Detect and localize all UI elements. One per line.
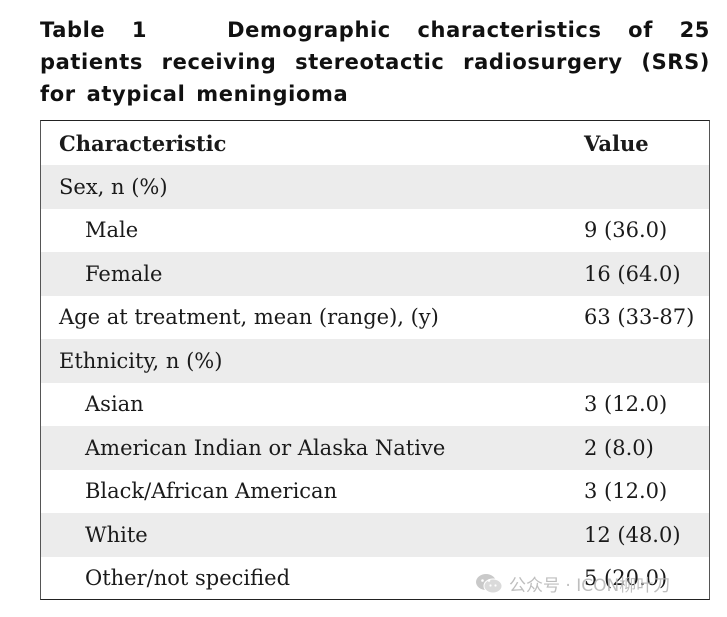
table-row: Black/African American 3 (12.0): [41, 470, 709, 514]
table-row: Male 9 (36.0): [41, 209, 709, 253]
table-row: American Indian or Alaska Native 2 (8.0): [41, 426, 709, 470]
demographics-table: Characteristic Value Sex, n (%) Male 9 (…: [40, 120, 710, 600]
table-row: Asian 3 (12.0): [41, 383, 709, 427]
row-value: 3 (12.0): [584, 479, 668, 504]
table-row: White 12 (48.0): [41, 513, 709, 557]
row-value: 2 (8.0): [584, 435, 654, 460]
table-caption-label: Table 1: [40, 18, 148, 42]
wechat-icon: [476, 573, 503, 593]
row-label: Female: [85, 261, 163, 286]
row-label: Male: [85, 218, 139, 243]
header-value: Value: [584, 130, 649, 156]
row-value: 63 (33-87): [584, 305, 695, 330]
row-label: Black/African American: [85, 479, 338, 504]
row-value: 12 (48.0): [584, 522, 681, 547]
header-characteristic: Characteristic: [59, 130, 227, 156]
table-row: Sex, n (%): [41, 165, 709, 209]
row-label: American Indian or Alaska Native: [85, 435, 446, 460]
row-value: 16 (64.0): [584, 261, 681, 286]
table-header-row: Characteristic Value: [41, 121, 709, 166]
table-row: Age at treatment, mean (range), (y) 63 (…: [41, 296, 709, 340]
table-row: Ethnicity, n (%): [41, 339, 709, 383]
row-label: White: [85, 522, 148, 547]
row-label: Sex, n (%): [59, 174, 168, 199]
row-value: 9 (36.0): [584, 218, 668, 243]
row-label: Age at treatment, mean (range), (y): [59, 305, 439, 330]
watermark: 公众号 · ICON柳叶刀: [475, 571, 670, 596]
row-value: 5 (20.0): [584, 566, 668, 591]
table-caption-text: Demographic characteristics of 25 patien…: [40, 18, 711, 106]
table-caption: Table 1 Demographic characteristics of 2…: [40, 14, 710, 110]
row-label: Ethnicity, n (%): [59, 348, 223, 373]
row-label: Other/not specified: [85, 566, 291, 591]
table-row: Other/not specified 5 (20.0): [41, 557, 709, 601]
row-value: 3 (12.0): [584, 392, 668, 417]
watermark-text: 公众号 · ICON柳叶刀: [509, 576, 671, 596]
row-label: Asian: [85, 392, 144, 417]
table-row: Female 16 (64.0): [41, 252, 709, 296]
